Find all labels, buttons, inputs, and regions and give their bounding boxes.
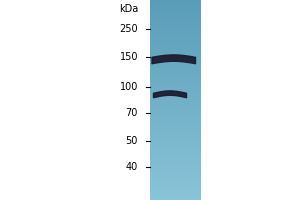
Text: 70: 70 (126, 108, 138, 118)
Text: kDa: kDa (119, 4, 138, 14)
Text: 40: 40 (126, 162, 138, 172)
Text: 50: 50 (126, 136, 138, 146)
Text: 250: 250 (119, 24, 138, 34)
Text: 150: 150 (119, 52, 138, 62)
Text: 100: 100 (120, 82, 138, 92)
